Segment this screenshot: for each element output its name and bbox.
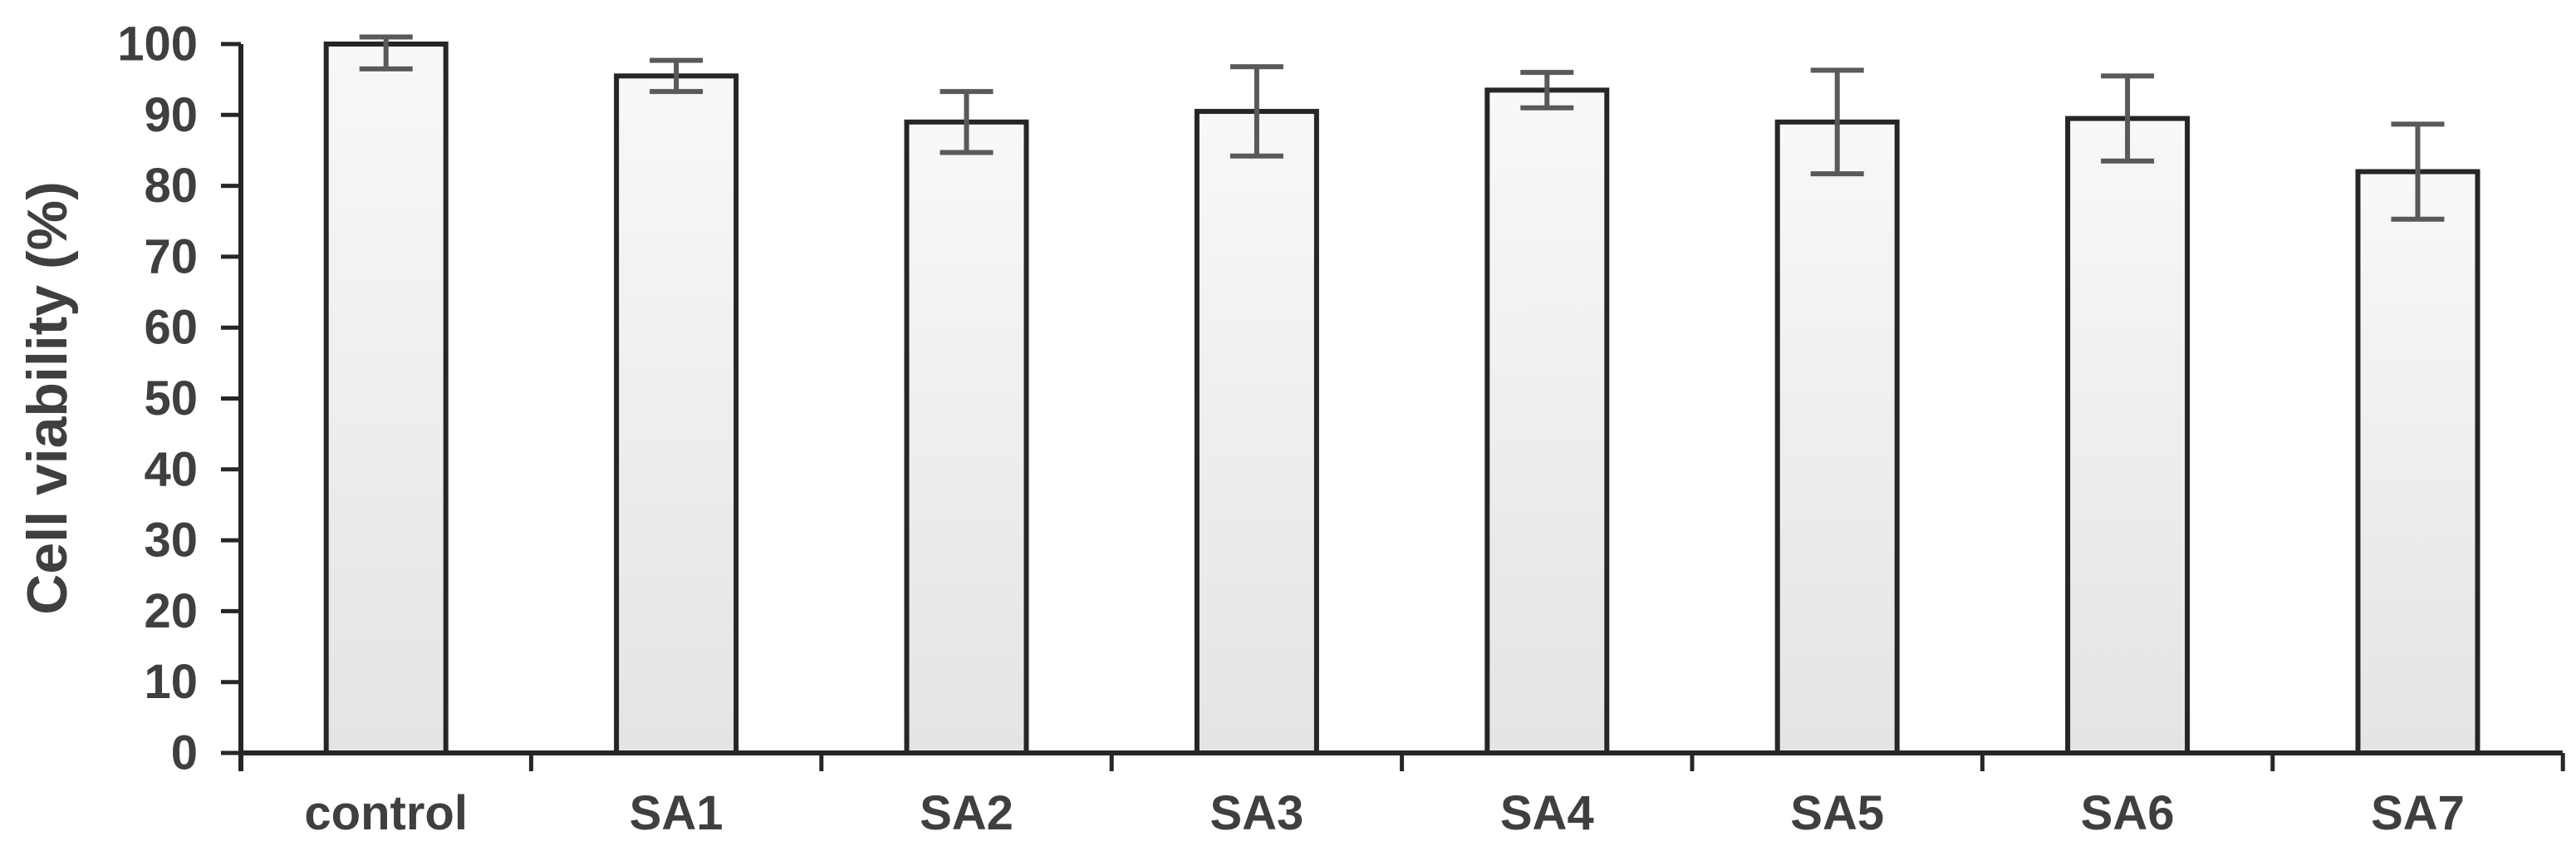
bar-SA2 xyxy=(904,119,1029,755)
bar-SA7 xyxy=(2355,169,2480,756)
bar-SA1 xyxy=(614,73,739,755)
x-category-label: SA4 xyxy=(1500,786,1594,840)
bar-SA3 xyxy=(1194,109,1319,756)
y-tick-label: 0 xyxy=(171,726,198,780)
y-tick-label: 90 xyxy=(144,88,198,142)
x-category-label: SA2 xyxy=(920,786,1013,840)
y-tick-label: 40 xyxy=(144,442,198,496)
bar-control xyxy=(323,42,449,755)
x-category-label: SA5 xyxy=(1790,786,1884,840)
x-category-label: control xyxy=(304,786,468,840)
x-category-label: SA6 xyxy=(2081,786,2175,840)
y-tick-label: 20 xyxy=(144,584,198,638)
bar-SA4 xyxy=(1484,87,1610,755)
x-category-label: SA7 xyxy=(2371,786,2465,840)
x-category-label: SA3 xyxy=(1209,786,1303,840)
y-tick-label: 30 xyxy=(144,514,198,568)
y-tick-label: 80 xyxy=(144,159,198,213)
y-tick-label: 70 xyxy=(144,229,198,283)
y-tick-label: 100 xyxy=(117,17,198,71)
y-tick-label: 10 xyxy=(144,655,198,709)
y-axis-title: Cell viability (%) xyxy=(16,181,79,614)
bar-SA5 xyxy=(1774,119,1900,755)
y-tick-label: 50 xyxy=(144,371,198,426)
y-tick-label: 60 xyxy=(144,301,198,355)
bar-SA6 xyxy=(2065,116,2191,755)
x-category-label: SA1 xyxy=(630,786,724,840)
